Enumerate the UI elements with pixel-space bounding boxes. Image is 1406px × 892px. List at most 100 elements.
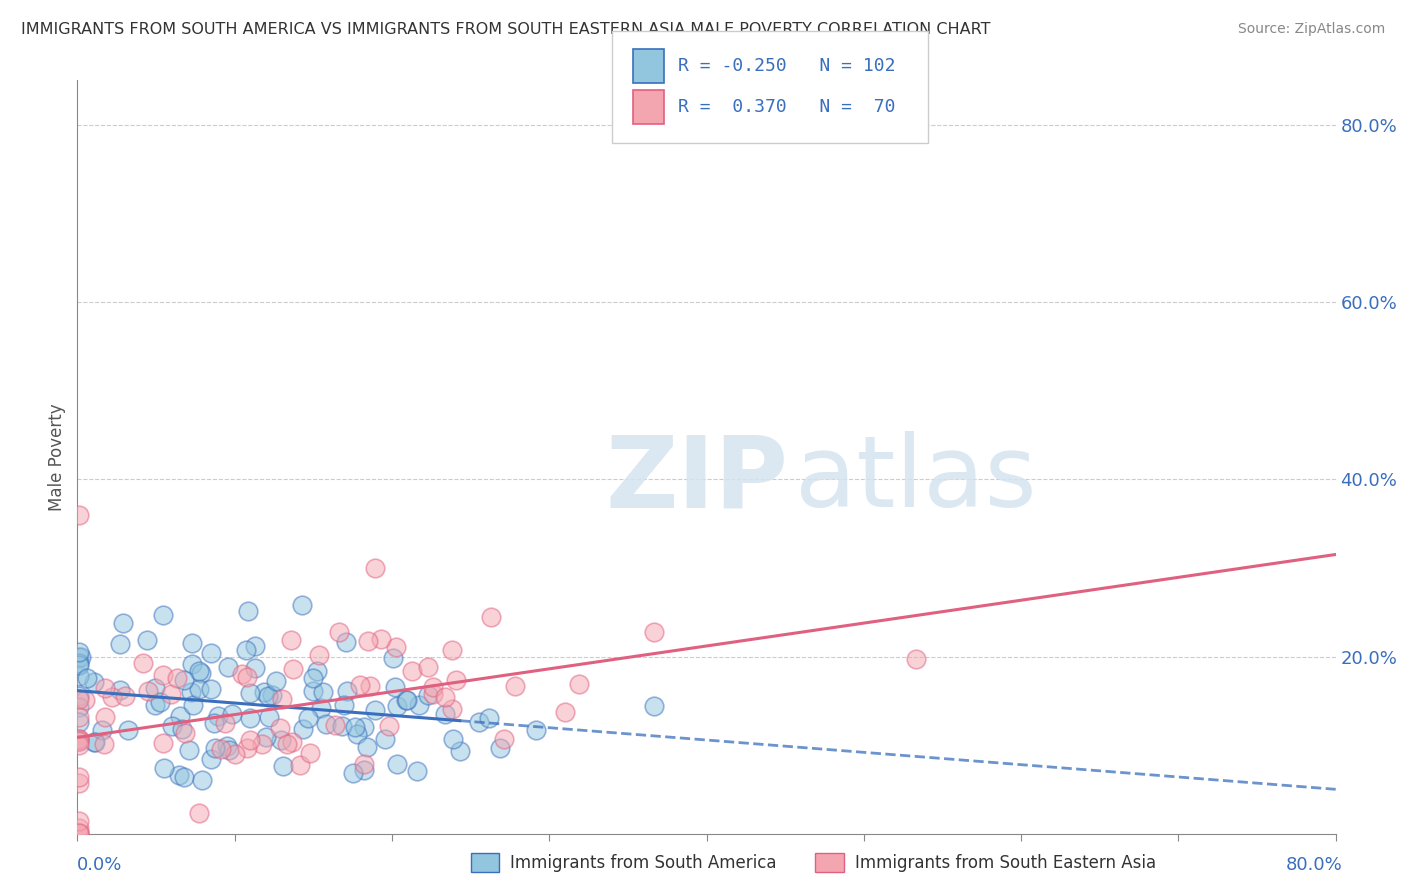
- Point: [357, 634, 380, 648]
- Point: [236, 740, 259, 755]
- Point: [353, 757, 375, 772]
- Text: Immigrants from South Eastern Asia: Immigrants from South Eastern Asia: [855, 854, 1156, 871]
- Point: [67, 776, 90, 790]
- Point: [218, 743, 240, 757]
- Point: [396, 693, 419, 707]
- Point: [67, 692, 90, 706]
- Point: [395, 693, 418, 707]
- Point: [202, 716, 225, 731]
- Point: [136, 684, 159, 698]
- Point: [190, 772, 212, 787]
- Point: [200, 646, 222, 660]
- Text: 80.0%: 80.0%: [1286, 856, 1343, 874]
- Point: [330, 719, 353, 733]
- Point: [180, 657, 202, 672]
- Point: [408, 698, 430, 713]
- Point: [67, 689, 90, 703]
- Point: [489, 740, 512, 755]
- Point: [370, 632, 392, 646]
- Point: [200, 752, 222, 766]
- Point: [422, 687, 444, 701]
- Point: [70, 650, 93, 665]
- Text: Source: ZipAtlas.com: Source: ZipAtlas.com: [1237, 22, 1385, 37]
- Point: [136, 632, 159, 647]
- Text: Immigrants from South America: Immigrants from South America: [510, 854, 778, 871]
- Point: [297, 711, 319, 725]
- Point: [83, 674, 105, 689]
- Point: [94, 710, 117, 724]
- Point: [405, 764, 427, 778]
- Point: [385, 640, 408, 654]
- Point: [292, 722, 315, 736]
- Point: [67, 645, 90, 659]
- Point: [290, 758, 312, 772]
- Point: [353, 763, 375, 777]
- Point: [114, 689, 136, 703]
- Point: [245, 661, 267, 675]
- Point: [181, 635, 204, 649]
- Point: [378, 718, 401, 732]
- Point: [167, 768, 190, 782]
- Point: [256, 690, 278, 704]
- Point: [643, 699, 665, 714]
- Point: [269, 721, 291, 735]
- Point: [416, 688, 439, 702]
- Point: [441, 702, 464, 716]
- Point: [67, 508, 90, 523]
- Point: [270, 733, 292, 747]
- Point: [174, 726, 197, 740]
- Point: [239, 686, 262, 700]
- Point: [254, 730, 277, 744]
- Point: [160, 718, 183, 732]
- Point: [276, 737, 298, 751]
- Point: [67, 770, 90, 784]
- Point: [67, 732, 90, 747]
- Point: [298, 746, 321, 760]
- Point: [440, 643, 463, 657]
- Point: [236, 670, 259, 684]
- Point: [67, 700, 90, 714]
- Point: [356, 740, 378, 755]
- Point: [418, 659, 440, 673]
- Point: [149, 695, 172, 709]
- Point: [67, 657, 90, 672]
- Text: R = -0.250   N = 102: R = -0.250 N = 102: [678, 57, 896, 75]
- Point: [207, 708, 229, 723]
- Point: [315, 717, 337, 731]
- Point: [67, 649, 90, 664]
- Point: [349, 678, 371, 692]
- Point: [170, 722, 193, 736]
- Point: [112, 616, 135, 631]
- Point: [250, 737, 273, 751]
- Text: ZIP: ZIP: [606, 431, 789, 528]
- Point: [83, 735, 105, 749]
- Text: 0.0%: 0.0%: [77, 856, 122, 874]
- Point: [290, 599, 312, 613]
- Point: [385, 757, 408, 772]
- Point: [359, 679, 381, 693]
- Point: [328, 625, 350, 640]
- Point: [67, 734, 90, 748]
- Point: [224, 747, 246, 761]
- Point: [305, 664, 328, 678]
- Y-axis label: Male Poverty: Male Poverty: [48, 403, 66, 511]
- Point: [152, 668, 174, 682]
- Point: [385, 698, 408, 713]
- Point: [101, 690, 124, 705]
- Point: [187, 682, 209, 697]
- Point: [152, 608, 174, 623]
- Point: [239, 711, 262, 725]
- Point: [262, 688, 284, 702]
- Point: [67, 821, 90, 835]
- Point: [271, 691, 294, 706]
- Point: [323, 718, 346, 732]
- Point: [311, 685, 333, 699]
- Point: [257, 710, 280, 724]
- Point: [283, 662, 305, 676]
- Text: R =  0.370   N =  70: R = 0.370 N = 70: [678, 98, 896, 116]
- Point: [231, 666, 253, 681]
- Point: [153, 761, 176, 775]
- Point: [503, 679, 526, 693]
- Point: [308, 648, 330, 662]
- Point: [169, 709, 191, 723]
